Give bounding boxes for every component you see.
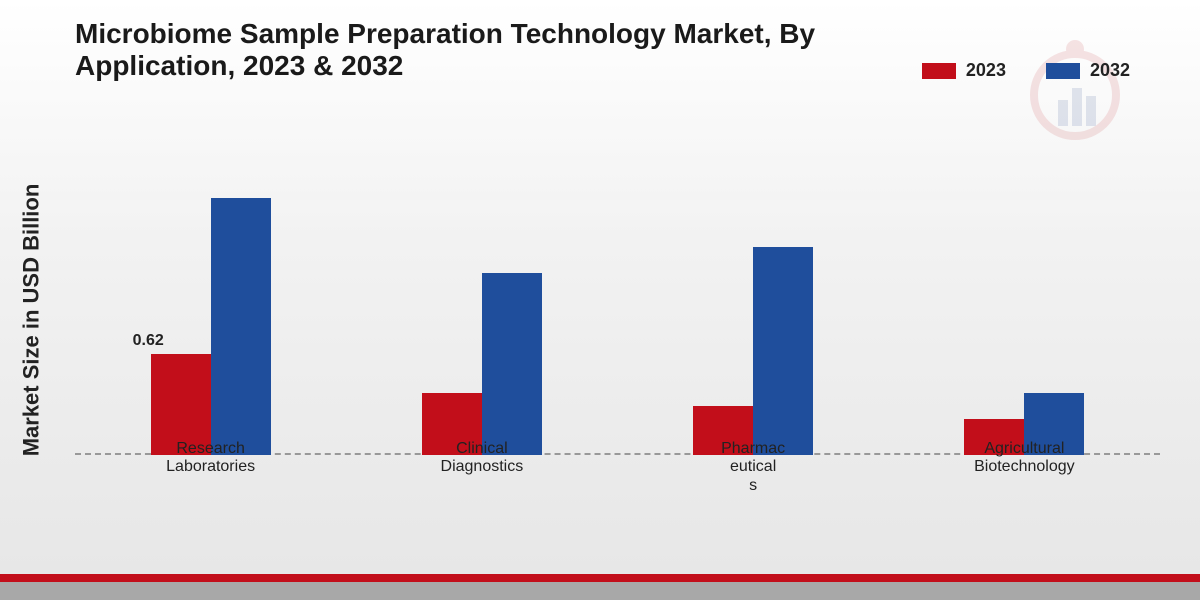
footer-accent-bar xyxy=(0,574,1200,582)
x-axis-labels: Research LaboratoriesClinical Diagnostic… xyxy=(75,404,1160,495)
footer-gray-bar xyxy=(0,582,1200,600)
chart-title: Microbiome Sample Preparation Technology… xyxy=(75,18,840,82)
legend-item-2032: 2032 xyxy=(1046,60,1130,81)
x-axis-label: Pharmac eutical s xyxy=(618,404,889,495)
chart-plot: 0.62 Research LaboratoriesClinical Diagn… xyxy=(75,130,1160,485)
legend: 2023 2032 xyxy=(922,60,1130,81)
x-axis-label: Agricultural Biotechnology xyxy=(889,404,1160,495)
legend-swatch-2023 xyxy=(922,63,956,79)
x-axis-label: Clinical Diagnostics xyxy=(346,404,617,495)
bar-value-label: 0.62 xyxy=(133,332,164,350)
legend-item-2023: 2023 xyxy=(922,60,1006,81)
y-axis-label-container: Market Size in USD Billion xyxy=(16,160,46,480)
legend-label-2023: 2023 xyxy=(966,60,1006,81)
legend-label-2032: 2032 xyxy=(1090,60,1130,81)
y-axis-label: Market Size in USD Billion xyxy=(18,184,44,457)
x-axis-label: Research Laboratories xyxy=(75,404,346,495)
legend-swatch-2032 xyxy=(1046,63,1080,79)
